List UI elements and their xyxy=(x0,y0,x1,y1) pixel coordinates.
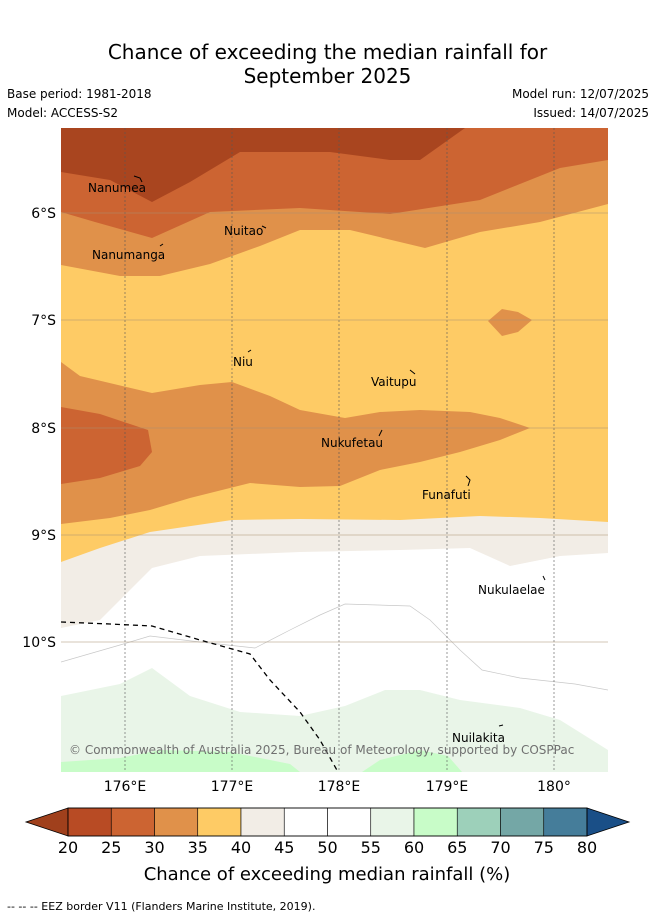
colorbar-low-arrow xyxy=(24,807,69,837)
lon-tick-labels: 176°E 177°E 178°E 179°E 180° xyxy=(104,779,571,795)
lat-tick-7s: 7°S xyxy=(31,313,56,329)
lat-tick-labels: 6°S 7°S 8°S 9°S 10°S xyxy=(22,206,56,651)
colorbar-tick-label: 60 xyxy=(404,838,424,857)
colorbar-cell xyxy=(240,807,285,837)
colorbar-tick-label: 65 xyxy=(447,838,467,857)
title-line-1: Chance of exceeding the median rainfall … xyxy=(107,40,548,64)
colorbar-cell xyxy=(110,807,155,837)
map-plot-area: Nanumea Nuitao Nanumanga Niu Vaitupu Nuk… xyxy=(61,128,608,772)
colorbar-tick-label: 25 xyxy=(101,838,121,857)
colorbar-cell xyxy=(67,807,112,837)
contour-55-60-outline xyxy=(61,603,608,691)
issued-text: Issued: 14/07/2025 xyxy=(533,106,649,120)
contour-60-65-b xyxy=(362,750,462,772)
colorbar-tick-label: 30 xyxy=(144,838,164,857)
place-label-nukufetau: Nukufetau xyxy=(321,436,383,450)
lat-tick-9s: 9°S xyxy=(31,528,56,544)
place-label-niu: Niu xyxy=(233,355,253,369)
model-run-text: Model run: 12/07/2025 xyxy=(511,87,649,101)
colorbar-cell xyxy=(197,807,242,837)
place-labels: Nanumea Nuitao Nanumanga Niu Vaitupu Nuk… xyxy=(88,181,545,745)
eez-border xyxy=(61,621,339,772)
colorbar-tick-label: 50 xyxy=(317,838,337,857)
colorbar-tick-label: 75 xyxy=(534,838,554,857)
colorbar-cell xyxy=(327,807,372,837)
rainfall-map: Nanumea Nuitao Nanumanga Niu Vaitupu Nuk… xyxy=(22,128,631,885)
place-label-nanumea: Nanumea xyxy=(88,181,146,195)
colorbar-cell xyxy=(543,807,588,837)
colorbar-tick-label: 20 xyxy=(58,838,78,857)
colorbar-tick-label: 45 xyxy=(274,838,294,857)
colorbar-cell xyxy=(500,807,545,837)
lon-tick-176e: 176°E xyxy=(104,779,147,795)
lat-gridlines xyxy=(61,212,608,643)
colorbar-cell xyxy=(154,807,199,837)
contour-55-60 xyxy=(61,668,608,772)
colorbar-tick-label: 40 xyxy=(231,838,251,857)
place-label-vaitupu: Vaitupu xyxy=(371,375,417,389)
place-label-nuilakita: Nuilakita xyxy=(452,731,505,745)
gridlines xyxy=(124,128,555,772)
island-outlines xyxy=(133,175,546,727)
contour-25-30-band xyxy=(61,407,152,484)
lon-tick-178e: 178°E xyxy=(318,779,361,795)
colorbar-cell xyxy=(456,807,501,837)
place-label-funafuti: Funafuti xyxy=(422,488,471,502)
lon-tick-179e: 179°E xyxy=(426,779,469,795)
lat-tick-8s: 8°S xyxy=(31,421,56,437)
place-label-nuitao: Nuitao xyxy=(224,224,263,238)
copyright-text: © Commonwealth of Australia 2025, Bureau… xyxy=(69,743,574,757)
lon-tick-177e: 177°E xyxy=(211,779,254,795)
lat-tick-6s: 6°S xyxy=(31,206,56,222)
colorbar-cell xyxy=(283,807,328,837)
place-label-nanumanga: Nanumanga xyxy=(92,248,165,262)
colorbar: 20 25 30 35 40 45 50 55 60 65 70 75 80 Chance of exc… xyxy=(24,807,631,885)
colorbar-tick-label: 55 xyxy=(361,838,381,857)
contour-30-35-spot xyxy=(488,309,532,336)
title-line-2: September 2025 xyxy=(243,64,412,88)
contour-30-35-band xyxy=(61,362,530,524)
model-text: Model: ACCESS-S2 xyxy=(7,106,119,120)
colorbar-tick-label: 35 xyxy=(188,838,208,857)
eez-footnote: -- -- -- EEZ border V11 (Flanders Marine… xyxy=(7,900,316,913)
colorbar-high-arrow xyxy=(586,807,631,837)
chart-title: Chance of exceeding the median rainfall … xyxy=(0,40,655,88)
colorbar-tick-label: 80 xyxy=(577,838,597,857)
colorbar-cell xyxy=(370,807,415,837)
colorbar-cell xyxy=(413,807,458,837)
colorbar-label: Chance of exceeding median rainfall (%) xyxy=(144,864,511,885)
lon-tick-180: 180° xyxy=(537,779,571,795)
contour-60-65 xyxy=(61,750,300,772)
lat-tick-10s: 10°S xyxy=(22,635,56,651)
place-label-nukulaelae: Nukulaelae xyxy=(478,583,545,597)
base-period-text: Base period: 1981-2018 xyxy=(7,87,152,101)
colorbar-tick-label: 70 xyxy=(490,838,510,857)
